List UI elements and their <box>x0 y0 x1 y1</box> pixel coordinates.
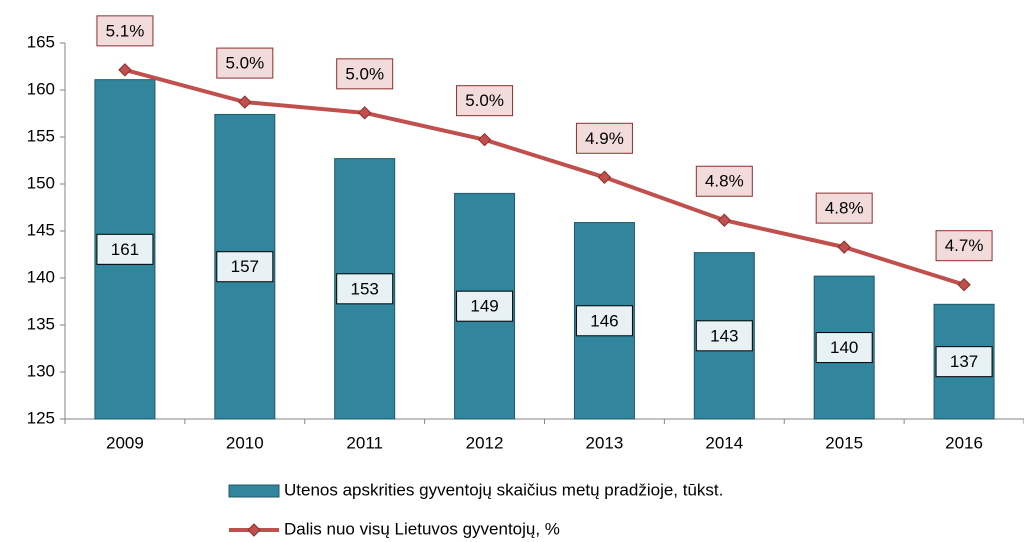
line-value-label-box <box>695 165 753 197</box>
line-marker <box>238 95 252 109</box>
x-tick-label: 2010 <box>226 433 264 452</box>
bar-value-label-box <box>575 305 633 337</box>
x-tick-label: 2015 <box>825 433 863 452</box>
bar-value-label: 140 <box>830 338 858 357</box>
legend-swatch <box>228 484 280 498</box>
legend-label: Dalis nuo visų Lietuvos gyventojų, % <box>284 519 560 538</box>
y-tick-label: 135 <box>27 314 55 333</box>
x-tick-label: 2009 <box>106 433 144 452</box>
x-tick-label: 2012 <box>466 433 504 452</box>
line-value-label: 4.8% <box>705 172 744 191</box>
line-marker <box>957 278 971 292</box>
y-tick-label: 125 <box>27 408 55 427</box>
line <box>124 67 965 287</box>
y-tick-label: 130 <box>27 361 55 380</box>
line-value-label: 4.9% <box>585 129 624 148</box>
line-marker <box>477 132 492 147</box>
line-value-label-box <box>96 15 154 47</box>
bar-value-label-box <box>96 233 154 265</box>
bar-value-label: 161 <box>111 240 139 259</box>
line-value-label-box <box>216 47 274 79</box>
x-tick-label: 2011 <box>346 433 383 452</box>
line-value-label-box <box>456 85 514 117</box>
line-value-label-box <box>935 230 993 262</box>
line-marker <box>357 106 372 120</box>
line-value-label-box <box>815 192 873 224</box>
bar-value-label: 146 <box>590 311 618 330</box>
bar-value-label-box <box>336 273 394 305</box>
line-marker <box>597 170 612 184</box>
legend-label: Utenos apskrities gyventojų skaičius met… <box>284 480 723 499</box>
bar-value-label: 143 <box>710 326 738 345</box>
bar-value-label-box <box>815 332 873 364</box>
y-tick-label: 155 <box>27 126 55 145</box>
x-tick-label: 2014 <box>705 433 743 452</box>
line-marker <box>717 213 732 227</box>
bar-value-label: 153 <box>351 279 379 298</box>
x-tick-label: 2016 <box>945 433 983 452</box>
bar-value-label-box <box>216 251 274 283</box>
bar-value-label-box <box>456 290 514 322</box>
line-value-label: 4.8% <box>825 199 864 218</box>
line-value-label: 4.7% <box>945 236 984 255</box>
y-tick-label: 165 <box>27 32 55 51</box>
bar-value-label: 149 <box>470 297 498 316</box>
line-value-label: 5.1% <box>106 21 145 40</box>
bar-value-label: 157 <box>231 257 259 276</box>
bar-value-label: 137 <box>950 352 978 371</box>
line-value-label-box <box>575 122 633 154</box>
y-tick-label: 160 <box>27 79 55 98</box>
line-value-label: 5.0% <box>225 54 264 73</box>
line-value-label-box <box>336 58 394 90</box>
x-tick-label: 2013 <box>586 433 624 452</box>
bar-value-label-box <box>695 320 753 352</box>
legend-marker <box>247 523 261 537</box>
bar-value-label-box <box>935 346 993 378</box>
y-tick-label: 145 <box>27 220 55 239</box>
line-value-label: 5.0% <box>465 91 504 110</box>
line-value-label: 5.0% <box>345 64 384 83</box>
y-tick-label: 140 <box>27 267 55 286</box>
line-marker <box>837 240 851 254</box>
y-tick-label: 150 <box>27 173 55 192</box>
line-marker <box>118 63 132 77</box>
